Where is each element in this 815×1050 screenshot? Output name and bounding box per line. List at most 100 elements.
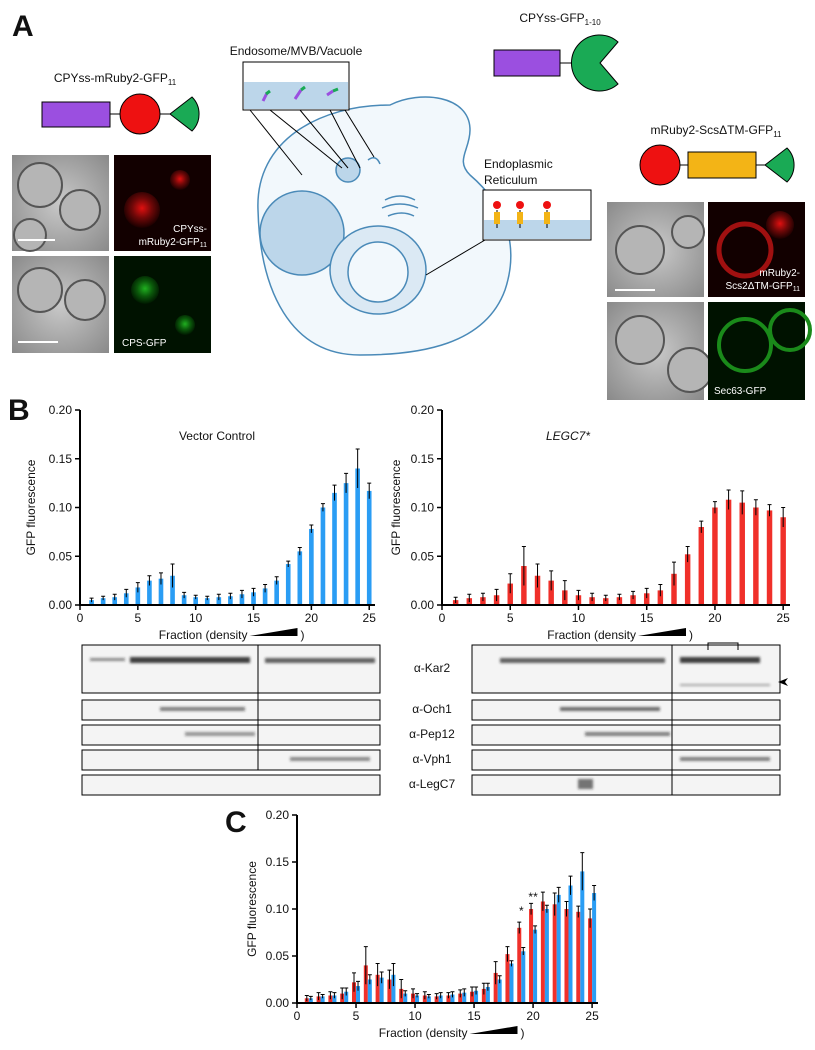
x-axis-label: ) [521,1026,525,1040]
bar [274,580,279,605]
bar [391,974,396,1003]
error-bar [320,503,325,512]
y-tick-label: 0.05 [49,549,73,563]
bar [517,927,522,1003]
bar [158,578,164,605]
bar [239,594,245,605]
error-bar [308,995,313,1001]
bar [643,593,650,605]
y-tick-label: 0.10 [411,501,435,515]
bar [544,909,549,1003]
error-bar [375,963,380,987]
error-bar [228,592,233,600]
annotation: ** [528,890,538,904]
bar [780,517,786,605]
error-bar [316,992,321,1001]
x-tick-label: 5 [353,1009,360,1023]
x-tick-label: 10 [189,611,203,625]
bar [320,996,325,1003]
micrograph [12,155,109,252]
error-bar [304,994,309,1002]
bar [379,977,384,1003]
error-bar [205,595,210,601]
panel-label: B [8,394,30,427]
western-blots [81,642,788,796]
bar [568,885,573,1003]
error-bar [781,507,786,527]
bar [332,995,337,1003]
y-tick-label: 0.15 [411,452,435,466]
error-bar [485,982,490,991]
error-bar [112,593,117,601]
bar [170,575,175,605]
panel-label: A [12,10,34,43]
error-bar [644,587,649,599]
error-bar [434,993,439,1000]
error-bar [462,988,467,997]
error-bar [740,490,745,515]
x-axis-label: ) [689,628,693,642]
error-bar [438,992,443,999]
error-bar [580,852,585,891]
bar [228,596,233,605]
bar [216,597,222,605]
error-bar [562,580,567,601]
error-bar [411,988,416,999]
bar [426,996,431,1003]
error-bar [158,572,163,585]
error-bar [552,892,557,916]
error-bar [328,991,333,1000]
bar [481,988,486,1003]
error-bar [658,584,663,597]
density-wedge [638,628,686,636]
micrograph: CPYss- mRuby2-GFP11 [114,155,211,251]
error-bar [286,560,291,567]
bar [332,492,337,605]
error-bar [101,595,106,601]
density-wedge [469,1026,518,1034]
error-bar [590,592,595,602]
micrograph [12,256,109,353]
axis [441,410,790,606]
error-bar [481,982,486,995]
error-bar [699,520,704,533]
x-tick-label: 0 [439,611,446,625]
bar [474,990,479,1003]
error-bar [320,994,325,999]
y-tick-label: 0.00 [266,996,290,1010]
micrograph: CPS-GFP [114,256,211,353]
axis [79,410,375,606]
bar [375,974,380,1003]
error-bar [521,947,526,956]
x-tick-label: 15 [467,1009,481,1023]
inset-label: Endoplasmic [484,157,553,171]
error-bar [497,975,502,984]
image-caption: Scs2ΔTM-GFP11 [725,281,800,293]
error-bar [135,582,140,593]
error-bar [564,900,569,917]
error-bar [297,546,302,556]
y-tick-label: 0.15 [266,855,290,869]
error-bar [726,489,731,510]
error-bar [517,921,522,934]
error-bar [576,905,581,918]
bar [262,588,268,605]
bar [592,893,597,1003]
error-bar [672,561,676,586]
x-tick-label: 25 [776,611,790,625]
bar [548,580,554,605]
bar [89,600,94,605]
micrograph [607,202,705,297]
inset-label: Endosome/MVB/Vacuole [230,44,363,58]
chart-title: LEGC7* [546,429,590,443]
x-axis-label: Fraction (density [547,628,636,642]
error-bar [355,448,360,488]
error-bar [568,875,573,895]
error-bar [415,993,420,998]
error-bar [493,961,498,985]
error-bar [309,524,314,533]
error-bar [344,472,349,493]
bar [580,871,585,1003]
cell-diagram [257,96,512,356]
bar [135,587,141,605]
